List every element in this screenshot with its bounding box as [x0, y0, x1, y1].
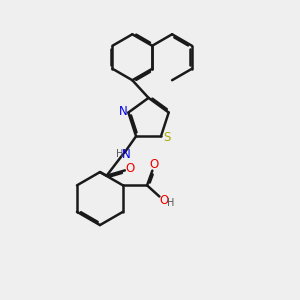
Text: O: O: [149, 158, 158, 171]
Text: S: S: [163, 131, 171, 144]
Text: O: O: [160, 194, 169, 207]
Text: N: N: [119, 105, 128, 118]
Text: N: N: [122, 148, 130, 161]
Text: H: H: [167, 198, 174, 208]
Text: H: H: [116, 149, 123, 160]
Text: O: O: [126, 161, 135, 175]
